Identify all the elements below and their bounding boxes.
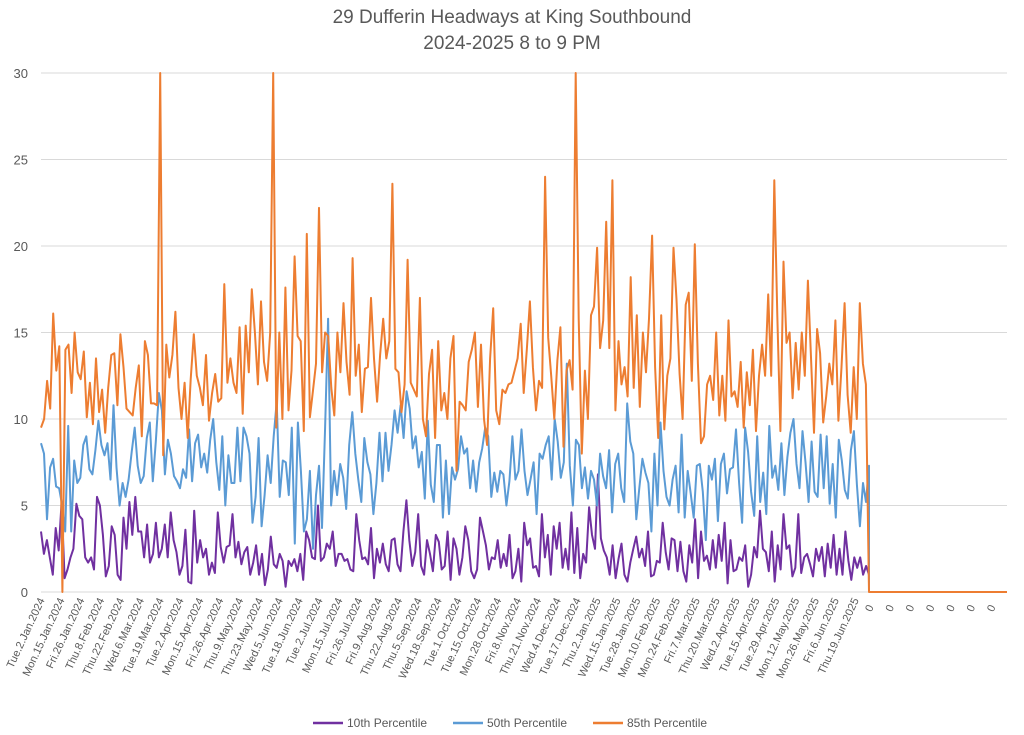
chart-subtitle: 2024-2025 8 to 9 PM <box>423 33 600 54</box>
y-axis-ticks: 0 5 10 15 20 25 30 <box>14 66 28 600</box>
series-line-85th <box>40 72 1007 593</box>
y-tick-label: 25 <box>14 153 28 168</box>
legend-label-10th: 10th Percentile <box>347 716 427 730</box>
x-tick-label: 0 <box>863 603 876 614</box>
x-tick-label: 0 <box>904 603 917 614</box>
y-tick-label: 5 <box>21 499 28 514</box>
x-tick-label: 0 <box>944 603 957 614</box>
x-tick-label: 0 <box>985 603 998 614</box>
series-lines <box>40 72 1007 593</box>
gridlines <box>41 72 1007 593</box>
y-tick-label: 20 <box>14 239 28 254</box>
series-line-10th <box>40 473 870 592</box>
y-tick-label: 30 <box>14 66 28 81</box>
legend-label-50th: 50th Percentile <box>487 716 567 730</box>
x-tick-label: 0 <box>884 603 897 614</box>
chart-title: 29 Dufferin Headways at King Southbound <box>333 7 692 28</box>
x-tick-label: 0 <box>965 603 978 614</box>
legend-label-85th: 85th Percentile <box>627 716 707 730</box>
series-line-50th <box>40 317 870 592</box>
x-axis-ticks: Tue.2.Jan.2024Mon.15.Jan.2024Fri.26.Jan.… <box>5 596 999 681</box>
y-tick-label: 10 <box>14 412 28 427</box>
y-tick-label: 0 <box>21 585 28 600</box>
legend: 10th Percentile 50th Percentile 85th Per… <box>313 716 707 730</box>
y-tick-label: 15 <box>14 326 28 341</box>
x-tick-label: 0 <box>924 603 937 614</box>
